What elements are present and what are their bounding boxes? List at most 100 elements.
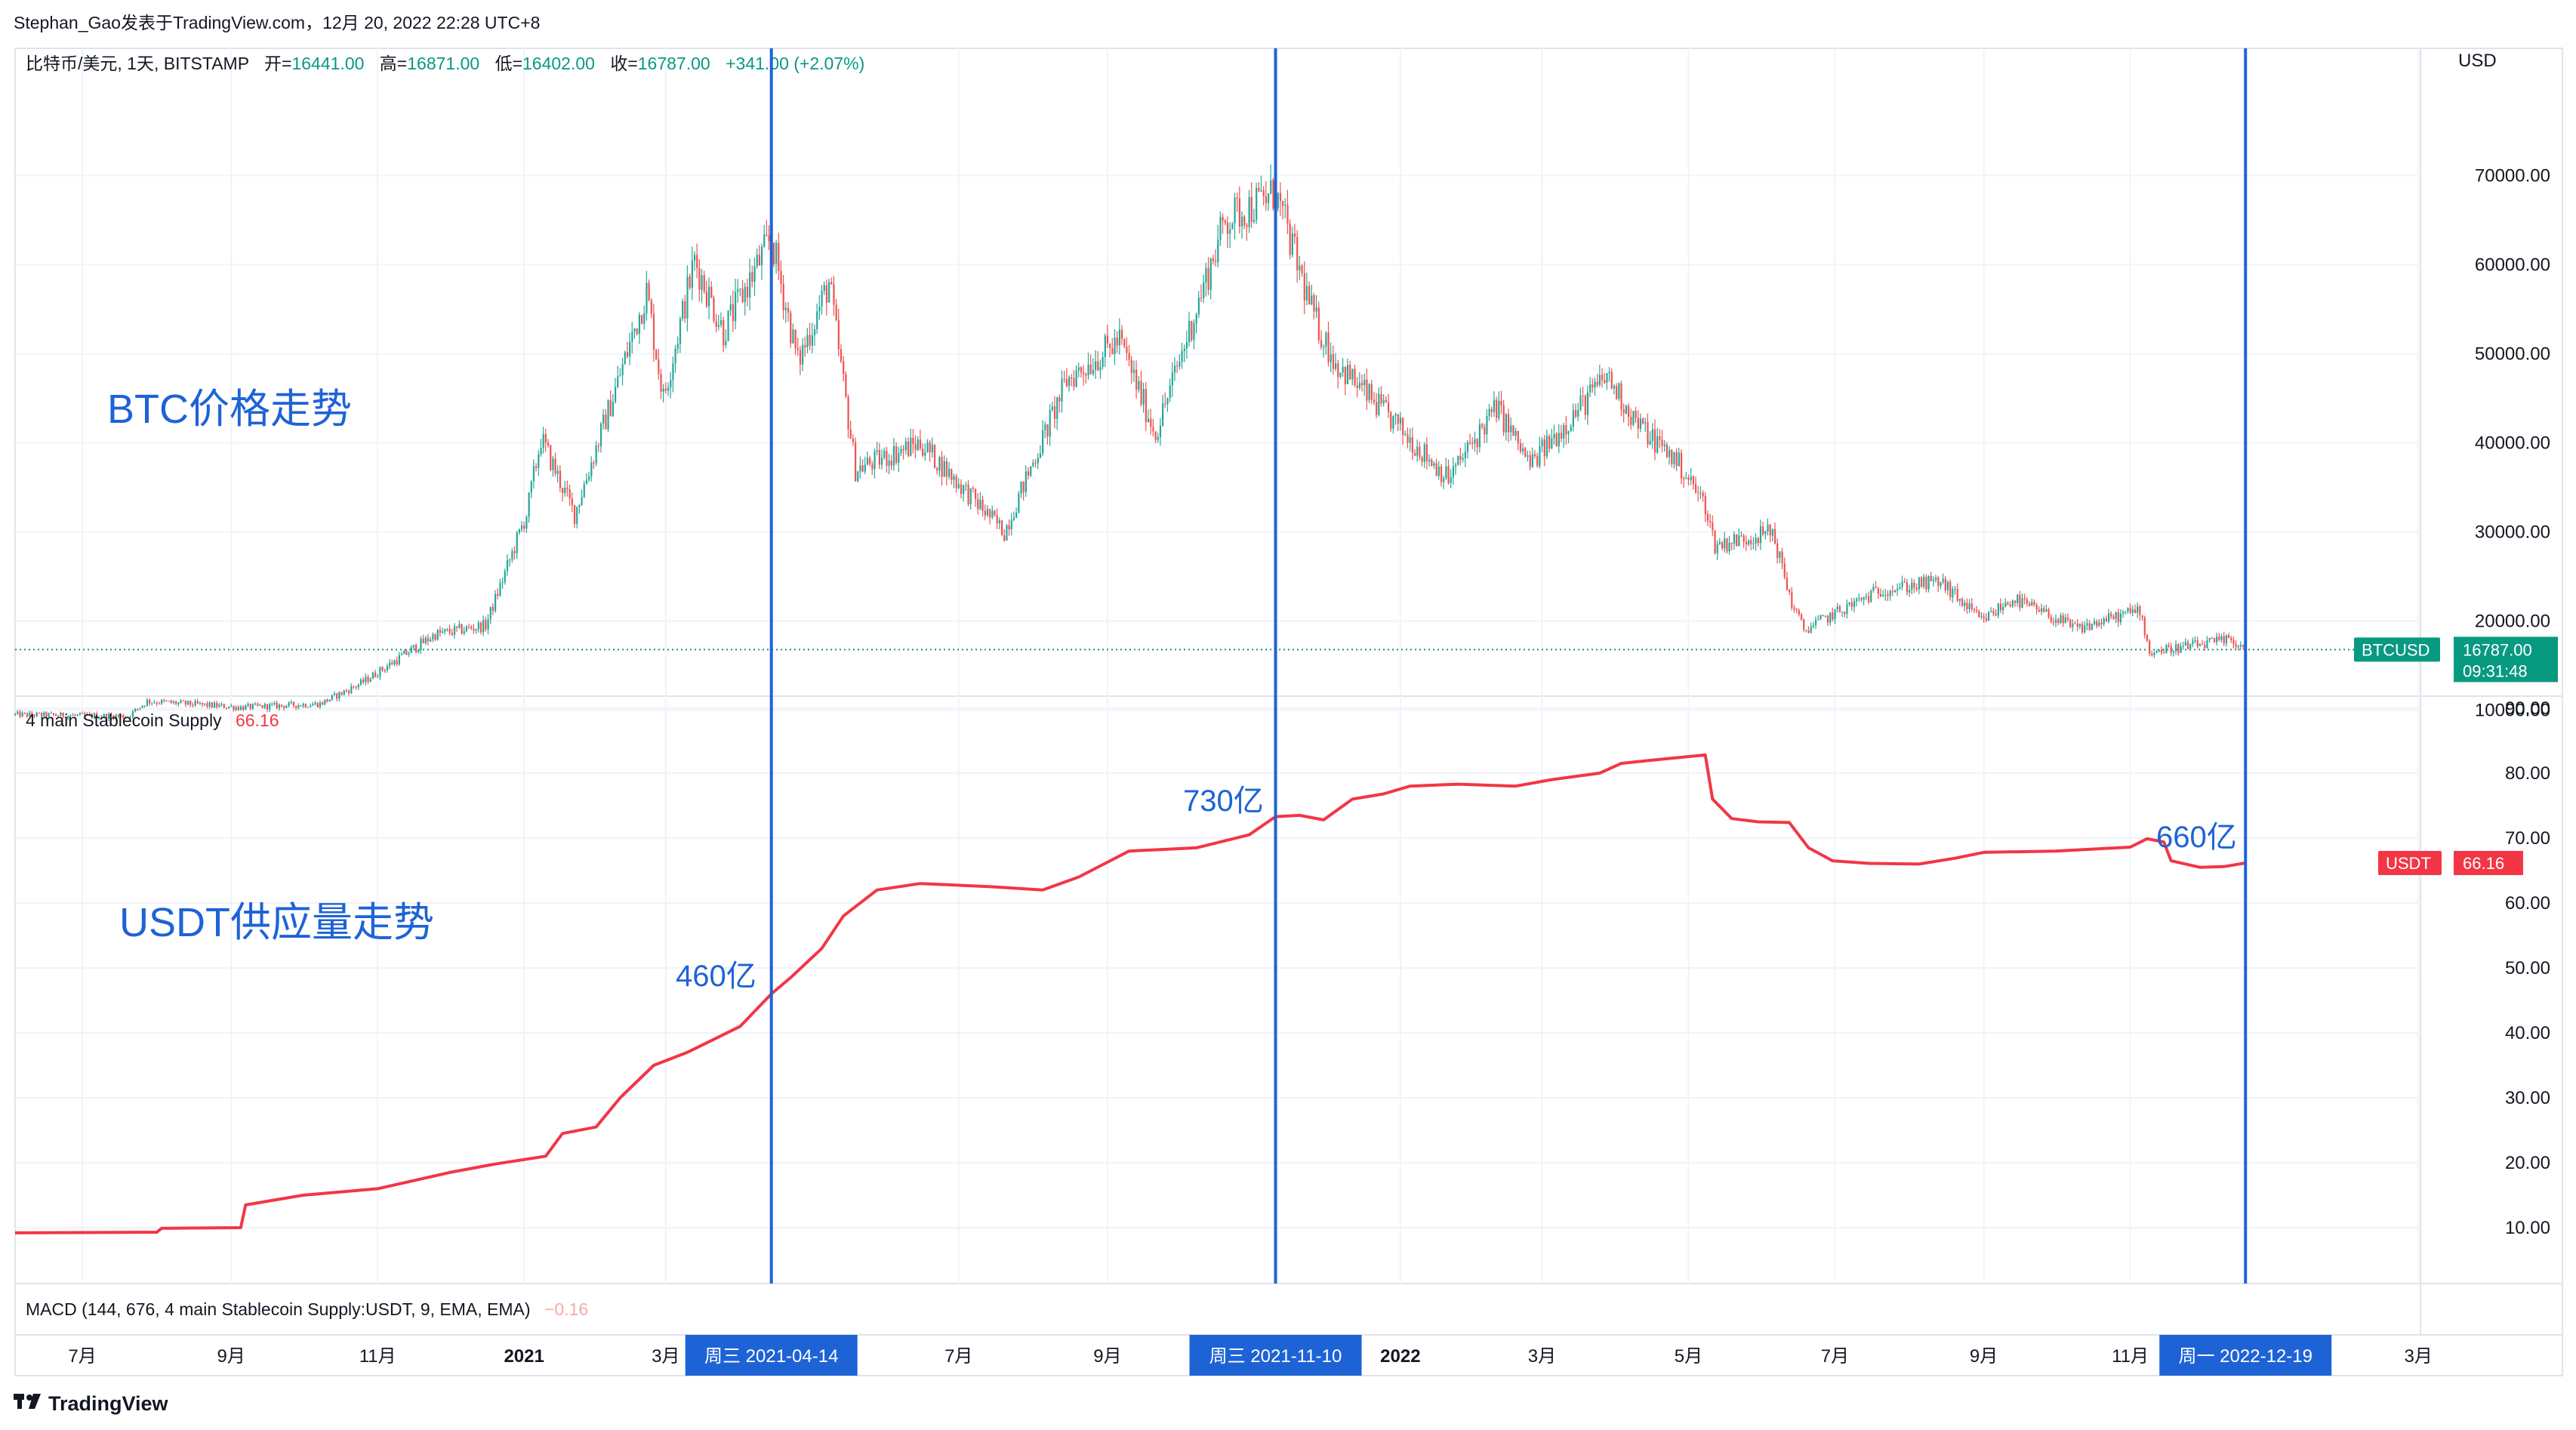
candle-body <box>1435 463 1437 476</box>
candle-body <box>701 275 703 290</box>
candle-body <box>14 713 17 715</box>
candle-body <box>1445 466 1447 479</box>
candle-body <box>1404 434 1407 436</box>
candle-body <box>1807 630 1810 633</box>
date-tags: 周三 2021-04-14 周三 2021-11-10 周一 2022-12-19 <box>685 1335 2332 1376</box>
candle-body <box>319 702 322 707</box>
candle-body <box>177 702 180 704</box>
time-tick-label: 11月 <box>2112 1346 2149 1367</box>
candle-body <box>1363 379 1366 386</box>
candle-body <box>670 380 672 388</box>
candle-body <box>1114 337 1116 355</box>
candle-body <box>2196 640 2199 647</box>
candle-body <box>1903 581 1906 583</box>
candle-body <box>828 282 830 303</box>
candle-body <box>251 704 254 709</box>
candle-body <box>93 713 96 718</box>
candle-body <box>1721 542 1724 549</box>
candle-body <box>2208 638 2211 640</box>
candle-body <box>91 713 93 718</box>
candle-body <box>1421 457 1423 462</box>
time-tick-label: 9月 <box>1093 1346 1121 1367</box>
candle-body <box>1642 418 1644 424</box>
candle-body <box>31 712 33 715</box>
candle-body <box>1145 389 1147 422</box>
candle-body <box>396 660 398 664</box>
candle-body <box>1397 414 1399 424</box>
candle-body <box>2026 599 2029 604</box>
candle-body <box>1832 612 1834 620</box>
candle-body <box>1092 369 1095 374</box>
candle-body <box>840 349 843 362</box>
candle-body <box>170 701 172 703</box>
candle-body <box>723 320 725 346</box>
candle-body <box>134 708 137 712</box>
candle-body <box>381 667 384 670</box>
candle-body <box>664 388 667 391</box>
candle-body <box>444 629 446 632</box>
candle-body <box>619 375 621 377</box>
candle-body <box>2038 609 2040 612</box>
candle-body <box>110 713 112 716</box>
candle-body <box>2107 613 2110 622</box>
candle-body <box>1522 448 1524 452</box>
low-value: 16402.00 <box>522 54 595 73</box>
candle-body <box>1431 459 1433 466</box>
candle-body <box>40 713 43 717</box>
candle-body <box>778 242 780 271</box>
time-tick-label: 7月 <box>68 1346 96 1367</box>
candle-body <box>585 479 588 485</box>
candle-body <box>708 286 710 307</box>
candle-body <box>379 667 381 677</box>
candle-body <box>693 254 696 261</box>
candle-body <box>782 284 784 310</box>
candle-body <box>2225 635 2227 644</box>
candle-body <box>35 712 38 717</box>
candle-body <box>1171 372 1173 386</box>
candle-body <box>1901 581 1903 587</box>
candle-body <box>1539 446 1541 467</box>
candle-body <box>1037 458 1039 464</box>
candle-body <box>1179 362 1181 367</box>
candle-body <box>1305 285 1308 300</box>
candle-body <box>1663 444 1665 446</box>
candle-body <box>2227 635 2230 639</box>
candle-body <box>1476 439 1478 448</box>
candle-body <box>890 461 892 466</box>
candle-body <box>1044 424 1046 430</box>
candle-body <box>1500 400 1502 405</box>
candle-body <box>967 484 969 504</box>
candle-body <box>569 488 571 499</box>
candle-body <box>2105 618 2107 622</box>
candle-body <box>554 458 556 474</box>
price-tick-label: 20000.00 <box>2475 612 2550 632</box>
candle-body <box>131 711 134 717</box>
candle-body <box>1999 603 2002 611</box>
candle-body <box>1656 436 1659 453</box>
candle-body <box>696 254 698 268</box>
indicator-name: 4 main Stablecoin Supply <box>26 710 222 730</box>
candle-body <box>434 634 436 640</box>
candle-body <box>1173 365 1176 373</box>
candle-body <box>523 525 525 529</box>
candle-body <box>1217 239 1219 263</box>
candle-body <box>328 699 331 702</box>
candle-body <box>1413 452 1416 456</box>
candle-body <box>660 374 662 392</box>
usdt-axis: 10.00 20.00 30.00 40.00 50.00 60.00 70.00 80.00… <box>2505 698 2550 1238</box>
candle-body <box>679 319 682 344</box>
candle-body <box>1382 399 1385 404</box>
candle-body <box>1961 599 1964 606</box>
candle-body <box>412 645 415 648</box>
candle-body <box>1311 295 1313 305</box>
candle-body <box>1810 627 1812 633</box>
candle-body <box>108 713 110 720</box>
candle-body <box>1949 581 1952 598</box>
candle-body <box>919 439 922 448</box>
change-value: +341.00 (+2.07%) <box>726 54 864 73</box>
candle-body <box>1346 365 1349 384</box>
candle-body <box>190 701 192 705</box>
candle-body <box>1015 513 1018 518</box>
candle-body <box>1132 369 1135 373</box>
candle-body <box>465 626 468 631</box>
